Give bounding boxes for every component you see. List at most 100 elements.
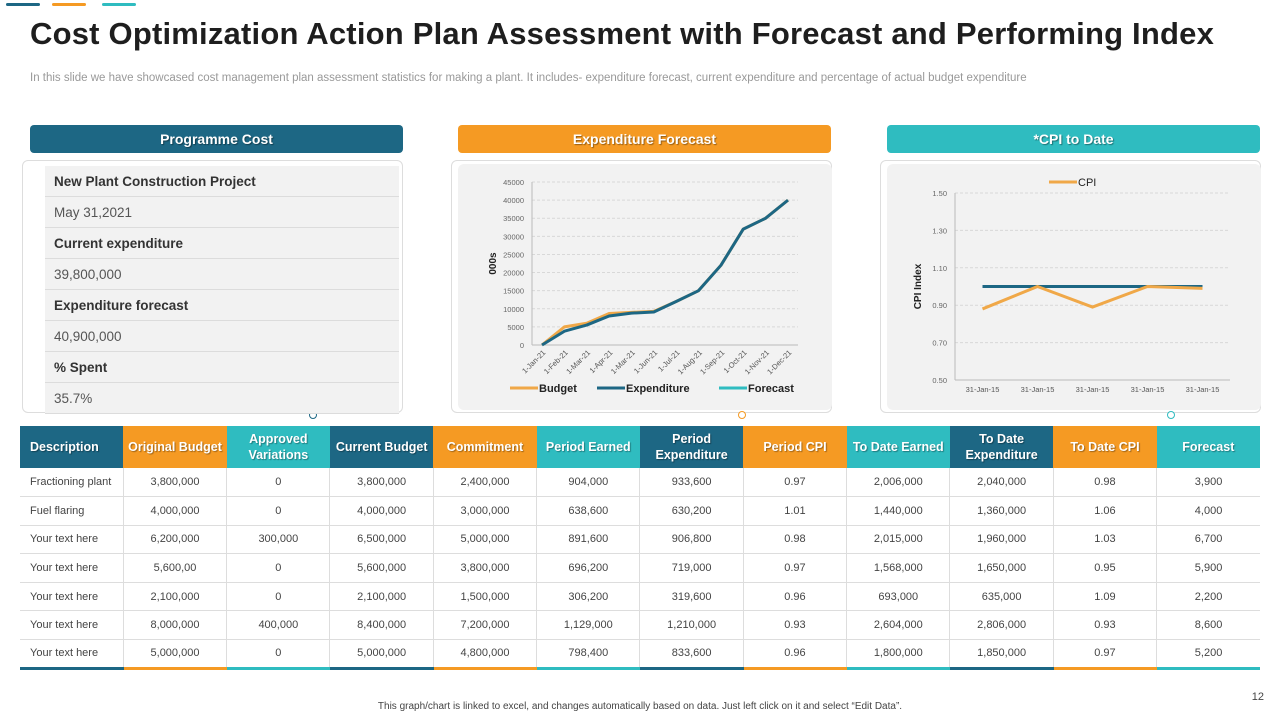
table-cell: 4,000,000	[123, 496, 228, 526]
accent-bar-orange	[52, 3, 86, 6]
table-cell: 0.93	[1053, 610, 1158, 641]
table-cell: Fuel flaring	[20, 496, 124, 526]
table-cell: 4,800,000	[433, 639, 538, 670]
table-cell: 0.97	[743, 553, 848, 583]
x-tick-label: 31-Jan-15	[1076, 385, 1110, 394]
table-cell: 1,500,000	[433, 582, 538, 612]
table-cell: 798,400	[536, 639, 641, 670]
expenditure-forecast-label: Expenditure forecast	[45, 290, 399, 321]
page-number: 12	[1251, 691, 1264, 703]
expenditure-forecast-chart: 0 5000 10000 15000 20000 25000 30000 35000 40000…	[458, 164, 832, 410]
series-line-cpi	[981, 285, 1203, 311]
column-header: Approved Variations	[226, 426, 330, 468]
x-tick-label: 31-Jan-15	[1186, 385, 1220, 394]
table-row: Fractioning plant 3,800,000 0 3,800,000 2,40…	[20, 468, 1260, 498]
table-cell: 2,006,000	[846, 468, 951, 498]
table-cell: 3,800,000	[433, 553, 538, 583]
legend-label: Budget	[539, 383, 577, 395]
table-cell: 2,100,000	[123, 582, 228, 612]
expenditure-forecast-header: Expenditure Forecast	[458, 125, 831, 153]
table-cell: 300,000	[226, 525, 331, 555]
table-cell: Your text here	[20, 525, 124, 555]
table-cell: 1.03	[1053, 525, 1158, 555]
table-cell: 719,000	[639, 553, 744, 583]
y-tick-label: 40000	[503, 196, 524, 205]
y-tick-label: 1.30	[932, 226, 947, 235]
cpi-chart: 0.50 0.70 0.90 1.10 1.30 1.50 31-Jan-15 31-Jan-…	[887, 164, 1261, 410]
table-cell: 2,200	[1156, 582, 1260, 612]
column-header: To Date CPI	[1053, 426, 1157, 468]
table-cell: 0	[226, 468, 331, 498]
table-row: Fuel flaring 4,000,000 0 4,000,000 3,000,000…	[20, 496, 1260, 526]
table-cell: Fractioning plant	[20, 468, 124, 498]
table-cell: 8,000,000	[123, 610, 228, 641]
table-cell: 5,900	[1156, 553, 1260, 583]
table-cell: 306,200	[536, 582, 641, 612]
table-cell: 8,400,000	[329, 610, 434, 641]
table-cell: 635,000	[949, 582, 1054, 612]
y-tick-label: 1.10	[932, 264, 947, 273]
table-cell: Your text here	[20, 610, 124, 641]
column-header: To Date Earned	[846, 426, 950, 468]
table-cell: 1,960,000	[949, 525, 1054, 555]
table-cell: 7,200,000	[433, 610, 538, 641]
table-cell: 630,200	[639, 496, 744, 526]
table-cell: 1,850,000	[949, 639, 1054, 670]
percent-spent-value: 35.7%	[45, 383, 399, 414]
table-cell: 5,000,000	[329, 639, 434, 670]
page-subtitle: In this slide we have showcased cost man…	[30, 72, 1027, 84]
y-axis-label: 000s	[488, 252, 499, 275]
y-tick-label: 5000	[507, 323, 524, 332]
table-row: Your text here 8,000,000 400,000 8,400,000 7…	[20, 610, 1260, 641]
table-row: Your text here 6,200,000 300,000 6,500,000 5…	[20, 525, 1260, 555]
table-cell: 2,100,000	[329, 582, 434, 612]
table-cell: Your text here	[20, 553, 124, 583]
table-cell: 1,440,000	[846, 496, 951, 526]
table-cell: 6,500,000	[329, 525, 434, 555]
table-cell: 6,200,000	[123, 525, 228, 555]
table-cell: 0	[226, 553, 331, 583]
table-cell: Your text here	[20, 582, 124, 612]
table-cell: 6,700	[1156, 525, 1260, 555]
legend-label: Expenditure	[626, 383, 690, 395]
table-cell: 1,360,000	[949, 496, 1054, 526]
y-tick-label: 35000	[503, 214, 524, 223]
current-expenditure-value: 39,800,000	[45, 259, 399, 290]
expenditure-forecast-value: 40,900,000	[45, 321, 399, 352]
table-cell: 319,600	[639, 582, 744, 612]
accent-bar-dark	[6, 3, 40, 6]
y-tick-label: 0.50	[932, 376, 947, 385]
column-header: Period Expenditure	[639, 426, 744, 468]
table-cell: 906,800	[639, 525, 744, 555]
x-tick-label: 31-Jan-15	[1021, 385, 1055, 394]
table-cell: 0.97	[743, 468, 848, 498]
column-header: Period CPI	[743, 426, 847, 468]
table-cell: 2,040,000	[949, 468, 1054, 498]
table-cell: 8,600	[1156, 610, 1260, 641]
table-cell: 693,000	[846, 582, 951, 612]
x-tick-label: 31-Jan-15	[966, 385, 1000, 394]
y-tick-label: 0.90	[932, 301, 947, 310]
table-cell: 0.97	[1053, 639, 1158, 670]
column-header: Commitment	[433, 426, 537, 468]
table-cell: 891,600	[536, 525, 641, 555]
programme-cost-list: New Plant Construction Project May 31,20…	[45, 166, 399, 414]
table-cell: 904,000	[536, 468, 641, 498]
table-row: Your text here 5,600,00 0 5,600,000 3,800,00…	[20, 553, 1260, 583]
table-cell: 1.09	[1053, 582, 1158, 612]
table-cell: 3,800,000	[329, 468, 434, 498]
table-cell: 0.98	[743, 525, 848, 555]
table-cell: 0	[226, 582, 331, 612]
project-date: May 31,2021	[45, 197, 399, 228]
table-cell: 4,000	[1156, 496, 1260, 526]
table-cell: 0	[226, 496, 331, 526]
column-header: Original Budget	[123, 426, 227, 468]
table-cell: 1,650,000	[949, 553, 1054, 583]
y-axis-label: CPI Index	[913, 263, 924, 309]
table-cell: 0.93	[743, 610, 848, 641]
column-header: Current Budget	[329, 426, 434, 468]
table-cell: 5,600,00	[123, 553, 228, 583]
footer-note: This graph/chart is linked to excel, and…	[377, 701, 903, 712]
table-cell: 1,800,000	[846, 639, 951, 670]
current-expenditure-label: Current expenditure	[45, 228, 399, 259]
